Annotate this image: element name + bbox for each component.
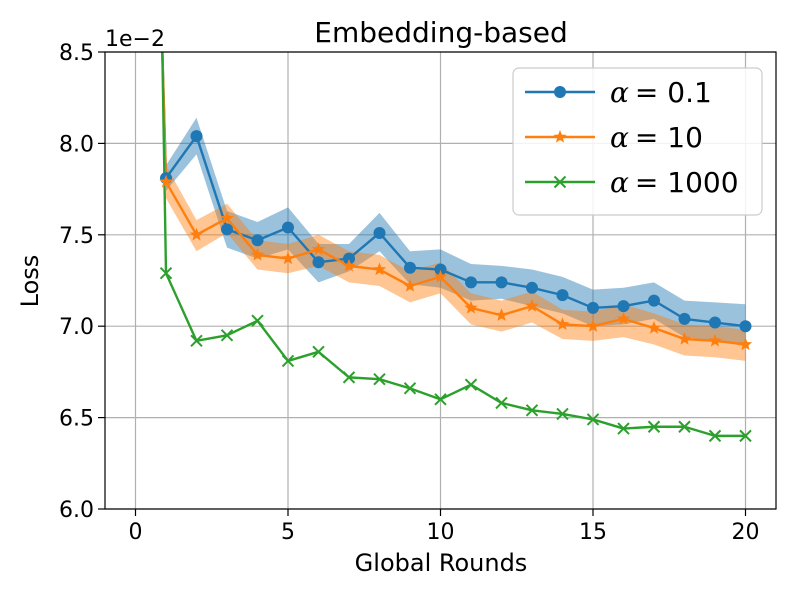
data-point-series-2 xyxy=(403,382,417,395)
y-tick-label: 7.5 xyxy=(59,224,94,249)
data-point-series-1 xyxy=(494,308,509,321)
series-markers xyxy=(159,130,753,443)
data-point-series-0 xyxy=(556,289,569,302)
data-point-series-2 xyxy=(190,334,203,348)
data-point-series-2 xyxy=(739,429,752,443)
data-point-series-0 xyxy=(190,130,203,143)
data-point-series-2 xyxy=(708,429,722,443)
data-point-series-2 xyxy=(159,266,173,280)
data-point-series-2 xyxy=(647,420,661,433)
axis-ticks: 0 5 10 15 20 6.0 6.5 7.0 7.5 8.0 8.5 xyxy=(59,41,760,545)
data-point-series-0 xyxy=(678,312,691,325)
data-point-series-0 xyxy=(343,252,355,265)
y-scale-label: 1e−2 xyxy=(105,27,165,52)
data-point-series-0 xyxy=(465,276,477,289)
data-point-series-1 xyxy=(189,227,204,241)
legend-label: α = 0.1 xyxy=(610,76,712,109)
data-point-series-1 xyxy=(372,262,387,276)
data-point-series-1 xyxy=(647,321,661,334)
data-point-series-0 xyxy=(251,234,264,247)
data-point-series-2 xyxy=(220,329,234,342)
data-point-series-0 xyxy=(282,221,294,234)
x-tick-label: 15 xyxy=(579,520,607,545)
data-point-series-0 xyxy=(648,294,660,307)
data-point-series-2 xyxy=(251,314,264,327)
confidence-bands xyxy=(166,117,746,361)
y-tick-label: 8.5 xyxy=(59,41,94,66)
x-tick-label: 0 xyxy=(129,520,143,545)
data-point-series-2 xyxy=(586,413,600,426)
legend-marker xyxy=(554,86,566,98)
y-tick-label: 8.0 xyxy=(59,132,94,157)
legend-box xyxy=(512,67,763,216)
confidence-band-series-0 xyxy=(166,117,746,347)
data-point-series-2 xyxy=(342,371,356,384)
data-point-series-2 xyxy=(312,345,325,358)
legend-item: α = 1000 xyxy=(525,166,739,199)
x-tick-label: 20 xyxy=(732,520,760,545)
data-point-series-0 xyxy=(404,261,416,274)
data-point-series-1 xyxy=(159,174,173,188)
y-tick-label: 6.0 xyxy=(59,498,94,523)
legend-item: α = 0.1 xyxy=(525,76,712,109)
legend-label: α = 1000 xyxy=(610,166,739,199)
data-point-series-0 xyxy=(495,276,508,289)
data-point-series-2 xyxy=(464,378,478,391)
legend-label: α = 10 xyxy=(610,121,703,154)
x-tick-label: 5 xyxy=(281,520,295,545)
data-point-series-1 xyxy=(433,269,448,283)
data-point-series-1 xyxy=(342,258,356,272)
data-point-series-1 xyxy=(586,319,600,332)
data-point-series-2 xyxy=(556,407,569,421)
data-point-series-1 xyxy=(708,333,722,347)
data-point-series-0 xyxy=(373,226,386,239)
data-point-series-2 xyxy=(373,373,386,386)
legend: α = 0.1 α = 10 α = 1000 xyxy=(512,67,763,216)
data-point-series-0 xyxy=(526,281,538,294)
data-point-series-0 xyxy=(434,263,447,276)
data-point-series-2 xyxy=(281,354,295,368)
data-point-series-1 xyxy=(738,337,753,351)
y-tick-label: 6.5 xyxy=(59,407,94,432)
data-point-series-0 xyxy=(739,320,752,333)
data-point-series-1 xyxy=(464,300,478,314)
x-axis-label: Global Rounds xyxy=(355,549,528,577)
data-point-series-1 xyxy=(525,299,539,312)
data-point-series-0 xyxy=(587,301,599,314)
data-point-series-1 xyxy=(311,242,326,256)
legend-marker xyxy=(553,175,567,189)
y-tick-label: 7.0 xyxy=(59,315,94,340)
data-point-series-0 xyxy=(312,256,325,269)
chart-title: Embedding-based xyxy=(314,16,567,49)
data-point-series-1 xyxy=(677,332,692,345)
data-point-series-2 xyxy=(434,393,447,406)
legend-marker xyxy=(553,130,567,143)
data-point-series-1 xyxy=(220,211,234,225)
data-point-series-2 xyxy=(678,420,691,433)
data-point-series-1 xyxy=(281,251,295,265)
legend-item: α = 10 xyxy=(525,121,703,154)
data-point-series-2 xyxy=(495,396,508,410)
confidence-band-series-1 xyxy=(166,165,746,361)
data-point-series-1 xyxy=(250,247,265,261)
data-point-series-0 xyxy=(221,223,233,236)
x-tick-label: 10 xyxy=(427,520,455,545)
data-point-series-0 xyxy=(709,316,721,329)
data-point-series-1 xyxy=(555,317,570,331)
data-point-series-2 xyxy=(617,422,630,435)
data-point-series-2 xyxy=(525,404,539,417)
data-point-series-0 xyxy=(617,300,630,313)
data-point-series-1 xyxy=(403,278,417,292)
data-point-series-1 xyxy=(616,311,631,325)
y-axis-label: Loss xyxy=(16,255,44,308)
